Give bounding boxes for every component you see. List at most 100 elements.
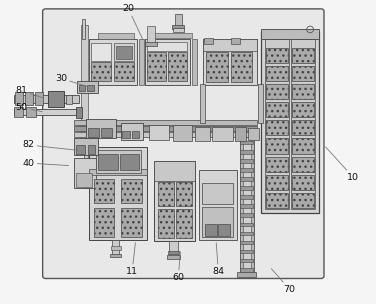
Bar bbox=[91, 43, 111, 61]
Bar bbox=[89, 169, 147, 175]
Bar bbox=[26, 107, 36, 117]
Bar bbox=[173, 125, 192, 141]
Bar bbox=[74, 138, 98, 155]
Bar bbox=[203, 39, 257, 51]
Bar bbox=[248, 128, 259, 140]
Bar bbox=[291, 39, 315, 209]
Bar bbox=[14, 109, 81, 115]
Bar bbox=[261, 29, 319, 39]
Bar bbox=[76, 173, 92, 187]
Bar bbox=[195, 127, 210, 140]
Bar bbox=[158, 182, 174, 206]
Bar bbox=[96, 150, 141, 173]
Bar bbox=[238, 272, 256, 277]
Text: 40: 40 bbox=[23, 159, 68, 168]
Text: 60: 60 bbox=[172, 252, 184, 282]
Bar bbox=[84, 141, 88, 185]
Bar bbox=[145, 39, 190, 85]
Bar bbox=[91, 62, 111, 81]
Bar bbox=[266, 84, 288, 99]
Bar bbox=[266, 120, 288, 135]
Bar bbox=[292, 84, 314, 99]
Bar bbox=[292, 102, 314, 117]
Bar bbox=[81, 25, 88, 152]
Bar bbox=[112, 240, 119, 255]
Bar bbox=[114, 62, 135, 81]
Bar bbox=[168, 251, 179, 254]
Text: 81: 81 bbox=[16, 86, 42, 98]
Bar bbox=[116, 46, 132, 59]
Bar bbox=[266, 48, 288, 63]
Bar bbox=[203, 39, 257, 85]
Bar bbox=[89, 39, 137, 85]
Bar bbox=[111, 254, 121, 257]
Bar bbox=[240, 223, 253, 226]
Bar bbox=[74, 158, 96, 188]
Bar bbox=[168, 52, 187, 81]
Bar bbox=[292, 138, 314, 154]
Bar bbox=[147, 52, 165, 81]
Bar bbox=[88, 145, 95, 154]
Bar bbox=[240, 186, 253, 190]
Bar bbox=[76, 107, 82, 118]
Bar bbox=[266, 66, 288, 81]
Bar bbox=[261, 33, 319, 212]
Bar bbox=[240, 241, 253, 244]
Bar bbox=[132, 131, 139, 138]
Bar bbox=[240, 177, 253, 181]
Text: 20: 20 bbox=[123, 4, 143, 39]
Bar bbox=[212, 127, 233, 141]
Bar bbox=[292, 157, 314, 172]
Text: 70: 70 bbox=[271, 269, 296, 294]
Bar bbox=[88, 128, 99, 137]
Bar bbox=[120, 154, 139, 170]
Bar bbox=[94, 179, 114, 203]
Bar bbox=[25, 92, 33, 105]
Bar bbox=[121, 208, 142, 237]
FancyBboxPatch shape bbox=[42, 9, 324, 278]
Bar bbox=[240, 195, 253, 199]
Bar bbox=[94, 208, 114, 237]
Bar bbox=[114, 43, 135, 61]
Bar bbox=[240, 141, 253, 144]
Bar bbox=[14, 95, 79, 103]
Bar bbox=[86, 119, 116, 138]
Bar bbox=[204, 38, 213, 44]
Text: 84: 84 bbox=[212, 243, 224, 276]
Bar bbox=[121, 179, 142, 203]
Bar bbox=[176, 209, 192, 238]
Bar bbox=[82, 183, 90, 188]
Bar bbox=[77, 81, 98, 93]
Bar bbox=[235, 127, 246, 141]
Bar bbox=[240, 150, 253, 154]
Bar bbox=[231, 52, 252, 82]
Bar bbox=[74, 126, 257, 131]
Bar bbox=[82, 19, 85, 39]
Bar bbox=[292, 48, 314, 63]
Bar bbox=[266, 193, 288, 208]
Bar bbox=[123, 131, 130, 138]
Bar bbox=[79, 85, 85, 92]
Bar bbox=[202, 184, 233, 204]
Bar bbox=[121, 123, 143, 140]
Bar bbox=[218, 224, 230, 236]
Bar bbox=[15, 92, 23, 105]
Bar bbox=[111, 246, 121, 250]
Bar bbox=[193, 39, 197, 85]
Bar bbox=[101, 128, 112, 137]
Bar bbox=[172, 25, 184, 29]
Bar bbox=[199, 170, 237, 240]
Bar bbox=[205, 224, 217, 236]
Bar bbox=[154, 161, 196, 181]
Bar bbox=[266, 102, 288, 117]
Bar bbox=[74, 120, 257, 125]
Bar bbox=[66, 95, 72, 104]
Bar bbox=[147, 42, 187, 51]
Bar bbox=[35, 92, 43, 105]
Bar bbox=[139, 39, 144, 85]
Bar bbox=[265, 39, 289, 209]
Bar bbox=[154, 161, 196, 241]
Bar bbox=[251, 137, 254, 275]
Bar bbox=[89, 147, 147, 240]
Bar bbox=[202, 207, 233, 237]
